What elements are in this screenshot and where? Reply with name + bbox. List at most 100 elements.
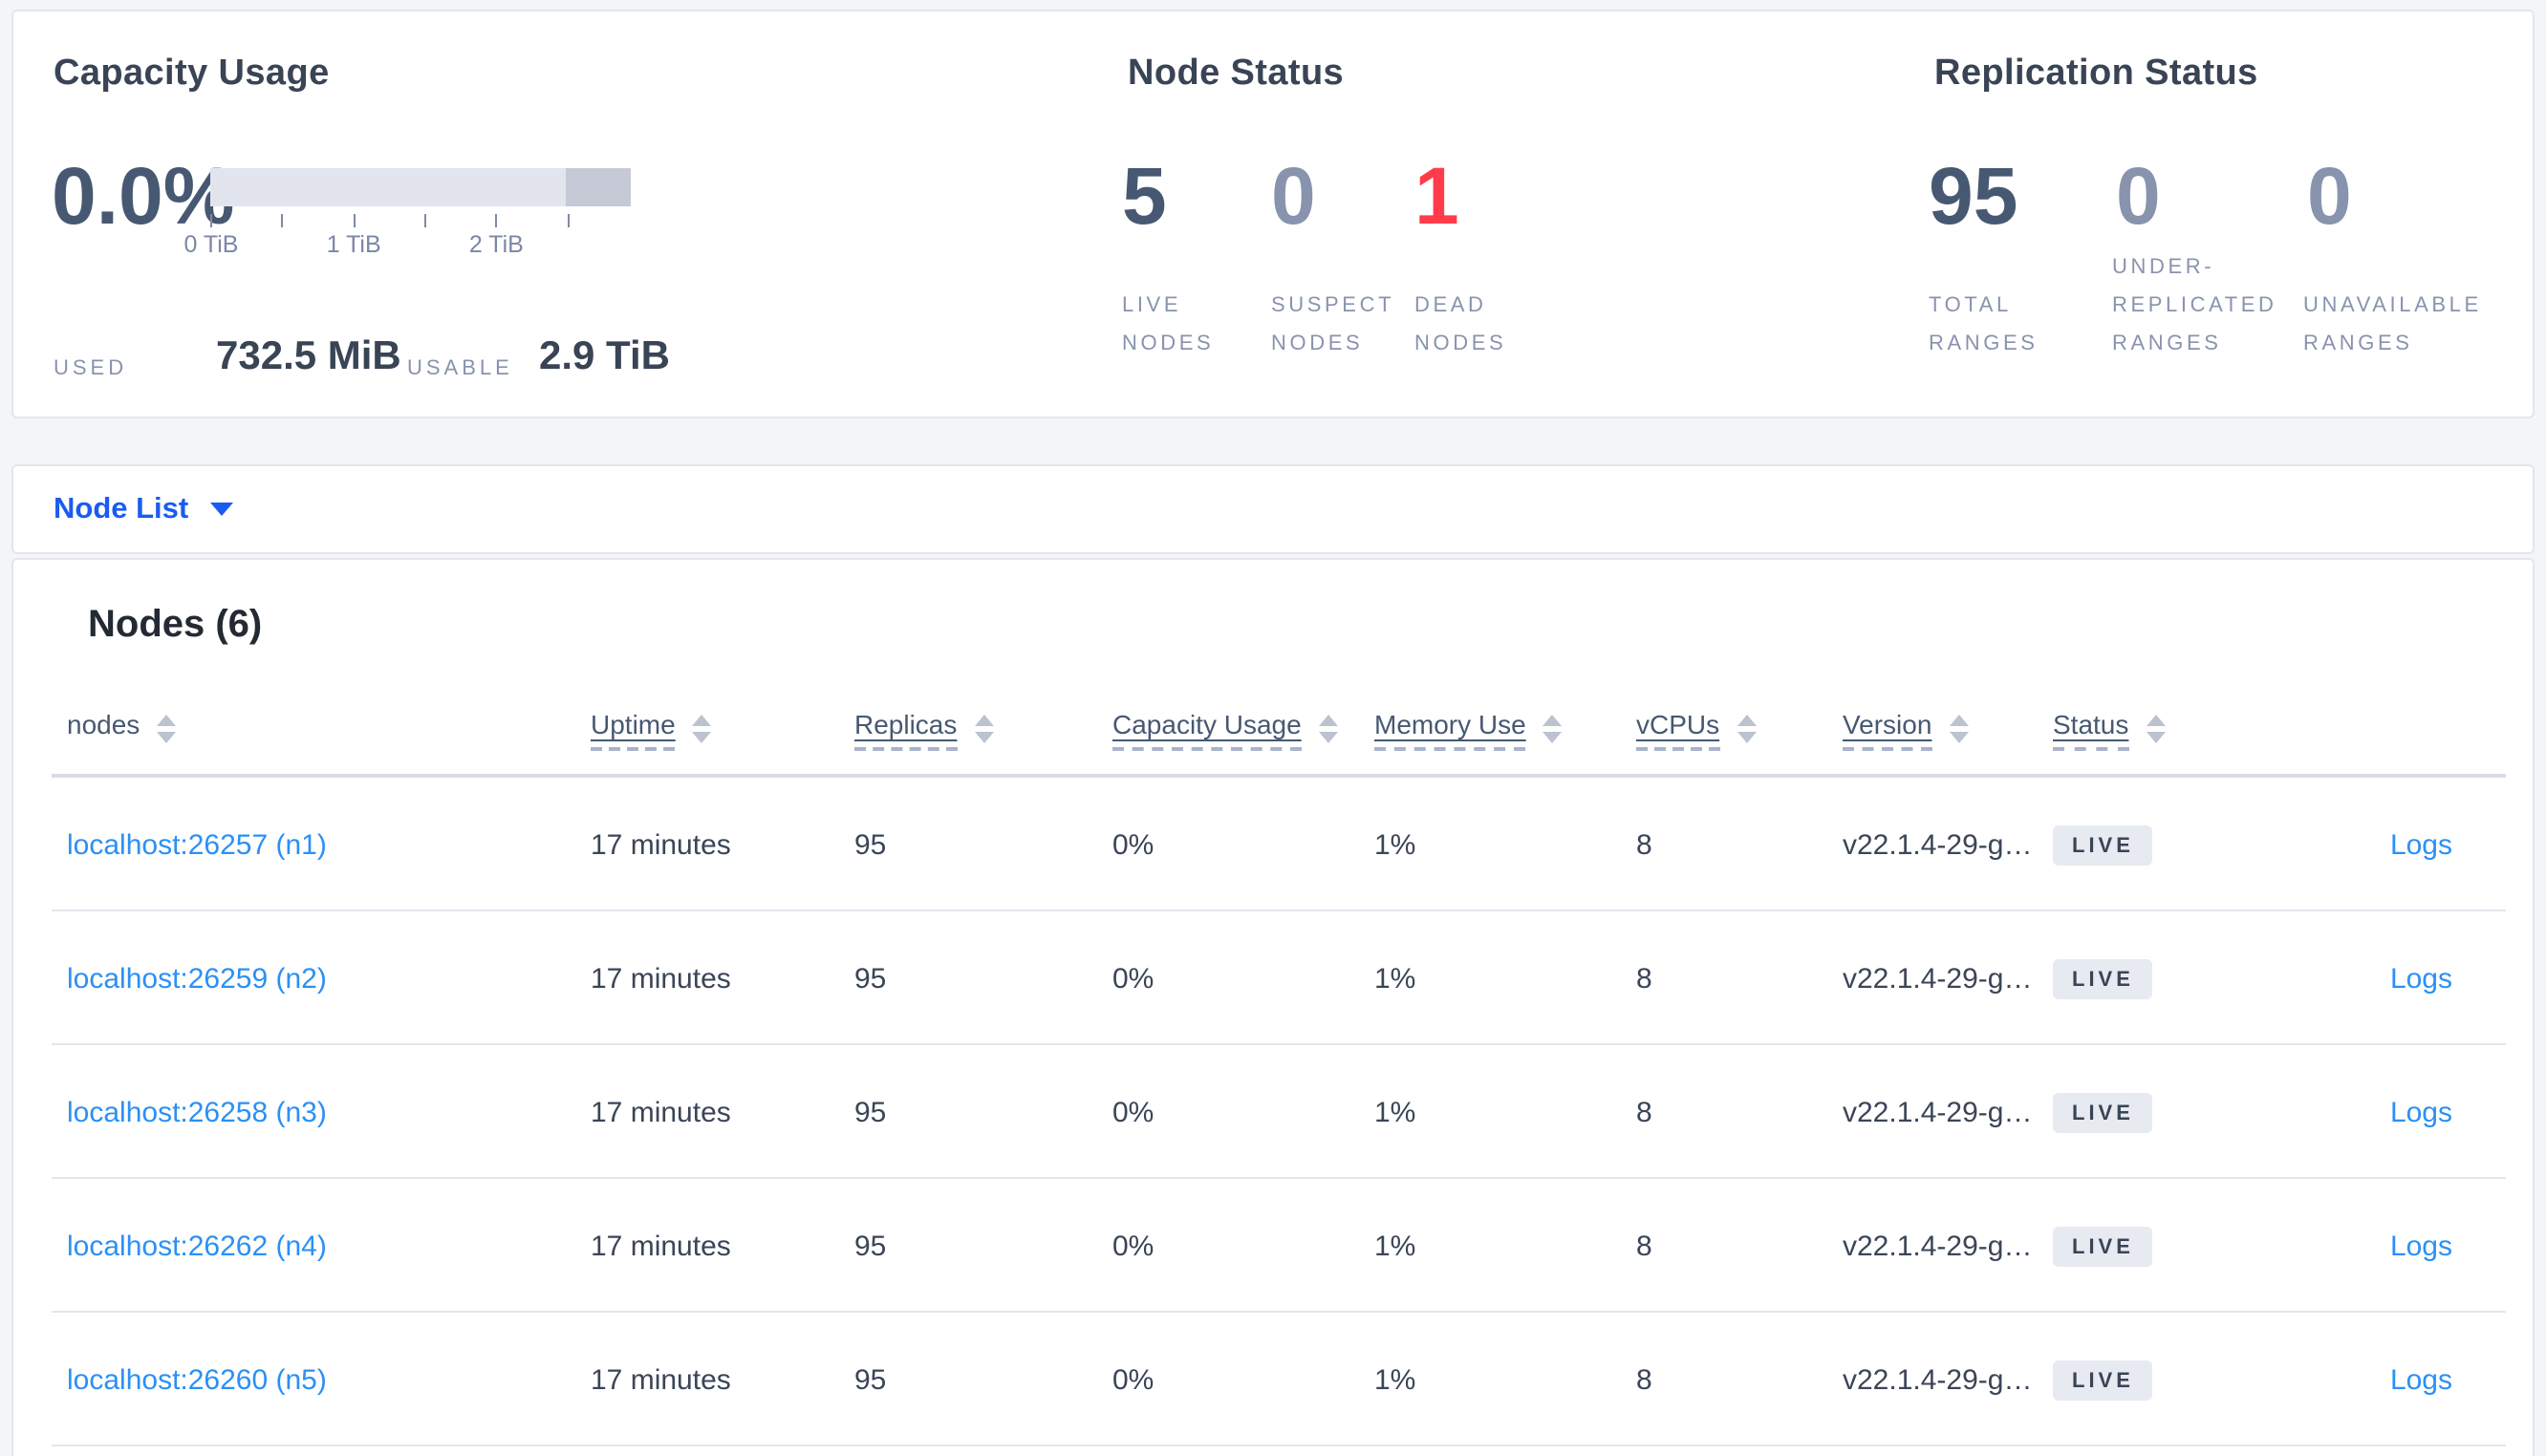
suspect-nodes-label: SUSPECT NODES	[1271, 294, 1394, 355]
sort-icon[interactable]	[692, 715, 712, 743]
live-nodes-count: 5	[1122, 151, 1167, 241]
status-cell: LIVE	[2053, 958, 2275, 998]
live-nodes-label: LIVE NODES	[1122, 294, 1215, 355]
capacity-usage-cell: 0%	[1112, 828, 1154, 861]
logs-link[interactable]: Logs	[2389, 1230, 2452, 1262]
sort-icon[interactable]	[1543, 715, 1563, 743]
uptime-cell: 17 minutes	[591, 1096, 731, 1128]
vcpus-cell: 8	[1636, 1363, 1652, 1396]
sort-icon[interactable]	[2146, 715, 2166, 743]
suspect-nodes-count: 0	[1271, 151, 1316, 241]
replicas-cell: 95	[854, 828, 887, 861]
total-ranges-count: 95	[1929, 151, 2018, 241]
node-list-dropdown-label: Node List	[54, 492, 189, 525]
header-vcpus-label: vCPUs	[1636, 709, 1720, 751]
nodes-cell: localhost:26259 (n2)	[67, 962, 591, 995]
nodes-table-panel: Nodes (6) nodes Uptime Replicas Capacity…	[11, 558, 2535, 1456]
dead-nodes-label: DEAD NODES	[1414, 294, 1507, 355]
capacity-percent: 0.0%	[52, 151, 235, 241]
gauge-tick	[281, 214, 284, 227]
sort-icon[interactable]	[1949, 715, 1969, 743]
nodes-cell: localhost:26257 (n1)	[67, 828, 591, 861]
capacity-usable-value: 2.9 TiB	[539, 334, 670, 378]
node-address-link[interactable]: localhost:26258 (n3)	[67, 1096, 327, 1128]
capacity-usage-cell: 0%	[1112, 962, 1154, 995]
status-cell: LIVE	[2053, 824, 2275, 865]
status-badge: LIVE	[2053, 824, 2153, 865]
uptime-cell: 17 minutes	[591, 1230, 731, 1262]
capacity-gauge-bar-end	[566, 168, 631, 206]
uptime-cell: 17 minutes	[591, 1363, 731, 1396]
version-cell: v22.1.4-29-g…	[1843, 828, 2033, 861]
gauge-tick-label: 0 TiB	[183, 231, 239, 258]
header-version-label: Version	[1843, 709, 1932, 751]
node-address-link[interactable]: localhost:26260 (n5)	[67, 1363, 327, 1396]
sort-icon[interactable]	[1737, 715, 1757, 743]
sort-icon[interactable]	[974, 715, 994, 743]
unavailable-ranges-label: UNAVAILABLE RANGES	[2303, 294, 2482, 355]
status-badge: LIVE	[2053, 1360, 2153, 1400]
memory-use-cell: 1%	[1374, 1230, 1416, 1262]
memory-use-cell: 1%	[1374, 828, 1416, 861]
capacity-usage-cell: 0%	[1112, 1230, 1154, 1262]
gauge-tick	[495, 214, 498, 227]
node-address-link[interactable]: localhost:26257 (n1)	[67, 828, 327, 861]
total-ranges-label: TOTAL RANGES	[1929, 294, 2039, 355]
gauge-tick	[423, 214, 426, 227]
header-uptime-label: Uptime	[591, 709, 676, 751]
nodes-cell: localhost:26260 (n5)	[67, 1363, 591, 1396]
gauge-tick-label: 2 TiB	[468, 231, 524, 258]
vcpus-cell: 8	[1636, 1096, 1652, 1128]
header-uptime[interactable]: Uptime	[591, 709, 854, 751]
cluster-summary-panel: Capacity Usage 0.0% 0 TiB 1 TiB 2 TiB US…	[11, 10, 2535, 418]
logs-cell: Logs	[2275, 962, 2452, 995]
replicas-cell: 95	[854, 1096, 887, 1128]
nodes-cell: localhost:26262 (n4)	[67, 1230, 591, 1262]
gauge-tick	[353, 214, 356, 227]
sort-icon[interactable]	[157, 715, 177, 743]
memory-use-cell: 1%	[1374, 1096, 1416, 1128]
vcpus-cell: 8	[1636, 1230, 1652, 1262]
logs-link[interactable]: Logs	[2389, 1363, 2452, 1396]
uptime-cell: 17 minutes	[591, 962, 731, 995]
logs-cell: Logs	[2275, 1230, 2452, 1262]
node-list-dropdown[interactable]: Node List	[54, 492, 233, 526]
header-capacity-usage-label: Capacity Usage	[1112, 709, 1302, 751]
memory-use-cell: 1%	[1374, 1363, 1416, 1396]
header-nodes[interactable]: nodes	[67, 709, 591, 751]
logs-cell: Logs	[2275, 1363, 2452, 1396]
nodes-table-body: localhost:26257 (n1) 17 minutes 95 0% 1%…	[13, 778, 2533, 1446]
header-status-label: Status	[2053, 709, 2129, 751]
header-logs-spacer	[2275, 709, 2452, 751]
header-nodes-label: nodes	[67, 709, 140, 739]
view-selector-bar: Node List	[11, 464, 2535, 554]
logs-link[interactable]: Logs	[2389, 828, 2452, 861]
capacity-usage-cell: 0%	[1112, 1096, 1154, 1128]
header-status[interactable]: Status	[2053, 709, 2275, 751]
logs-link[interactable]: Logs	[2389, 962, 2452, 995]
gauge-tick	[210, 214, 212, 227]
header-capacity-usage[interactable]: Capacity Usage	[1112, 709, 1374, 751]
table-row: localhost:26260 (n5) 17 minutes 95 0% 1%…	[13, 1313, 2533, 1446]
status-badge: LIVE	[2053, 1226, 2153, 1266]
capacity-used-value: 732.5 MiB	[216, 334, 401, 378]
vcpus-cell: 8	[1636, 962, 1652, 995]
logs-cell: Logs	[2275, 1096, 2452, 1128]
version-cell: v22.1.4-29-g…	[1843, 1096, 2033, 1128]
capacity-usage-cell: 0%	[1112, 1363, 1154, 1396]
vcpus-cell: 8	[1636, 828, 1652, 861]
header-memory-use-label: Memory Use	[1374, 709, 1526, 751]
header-replicas[interactable]: Replicas	[854, 709, 1112, 751]
replication-status-title: Replication Status	[1934, 54, 2258, 94]
node-address-link[interactable]: localhost:26262 (n4)	[67, 1230, 327, 1262]
node-address-link[interactable]: localhost:26259 (n2)	[67, 962, 327, 995]
gauge-tick	[567, 214, 569, 227]
memory-use-cell: 1%	[1374, 962, 1416, 995]
header-vcpus[interactable]: vCPUs	[1636, 709, 1843, 751]
nodes-cell: localhost:26258 (n3)	[67, 1096, 591, 1128]
header-memory-use[interactable]: Memory Use	[1374, 709, 1636, 751]
logs-link[interactable]: Logs	[2389, 1096, 2452, 1128]
header-version[interactable]: Version	[1843, 709, 2053, 751]
sort-icon[interactable]	[1318, 715, 1338, 743]
